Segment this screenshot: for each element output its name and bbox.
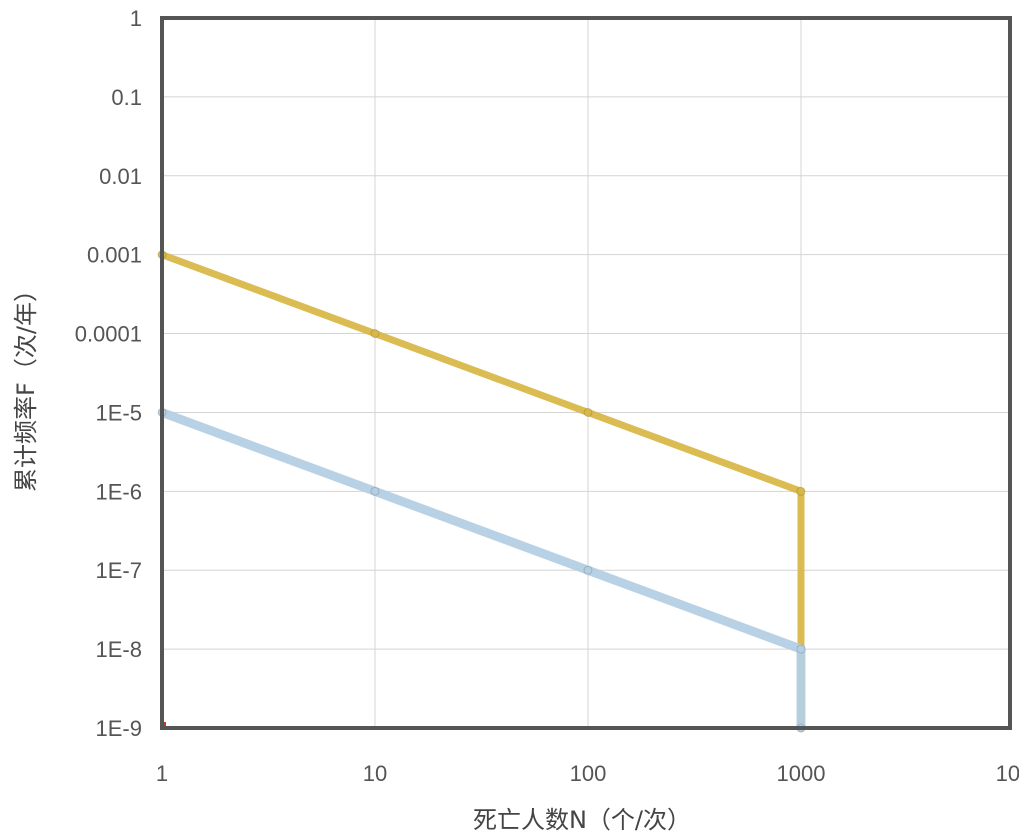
y-tick-label: 0.1	[111, 85, 142, 110]
y-tick-label: 1E-8	[96, 637, 142, 662]
x-tick-label: 10	[363, 761, 387, 786]
series-1-point	[583, 407, 593, 417]
y-tick-label: 1	[130, 6, 142, 31]
series-2-point	[370, 486, 380, 496]
plot-frame	[160, 16, 1012, 730]
y-tick-label: 0.0001	[75, 322, 142, 347]
y-tick-label: 1E-6	[96, 479, 142, 504]
x-tick-label: 1	[156, 761, 168, 786]
y-tick-label: 1E-7	[96, 558, 142, 583]
tick-labels: 1 10 100 1000 100 1 0.1 0.01 0.001 0.0001 1E-5 1E-6…	[75, 6, 1019, 786]
x-tick-label: 100	[996, 761, 1019, 786]
series-2-point	[796, 644, 806, 654]
grid-lines	[162, 18, 1010, 728]
y-tick-label: 0.01	[99, 164, 142, 189]
y-axis-title: 累计频率F（次/年）	[12, 278, 40, 492]
x-tick-label: 100	[570, 761, 607, 786]
y-tick-label: 1E-9	[96, 716, 142, 741]
y-tick-label: 1E-5	[96, 400, 142, 425]
y-tick-label: 0.001	[87, 243, 142, 268]
series-2-point	[583, 565, 593, 575]
x-tick-label: 1000	[777, 761, 826, 786]
series-1-point	[370, 329, 380, 339]
x-axis-title: 死亡人数N（个/次）	[473, 806, 691, 834]
series-1-point	[796, 486, 806, 496]
